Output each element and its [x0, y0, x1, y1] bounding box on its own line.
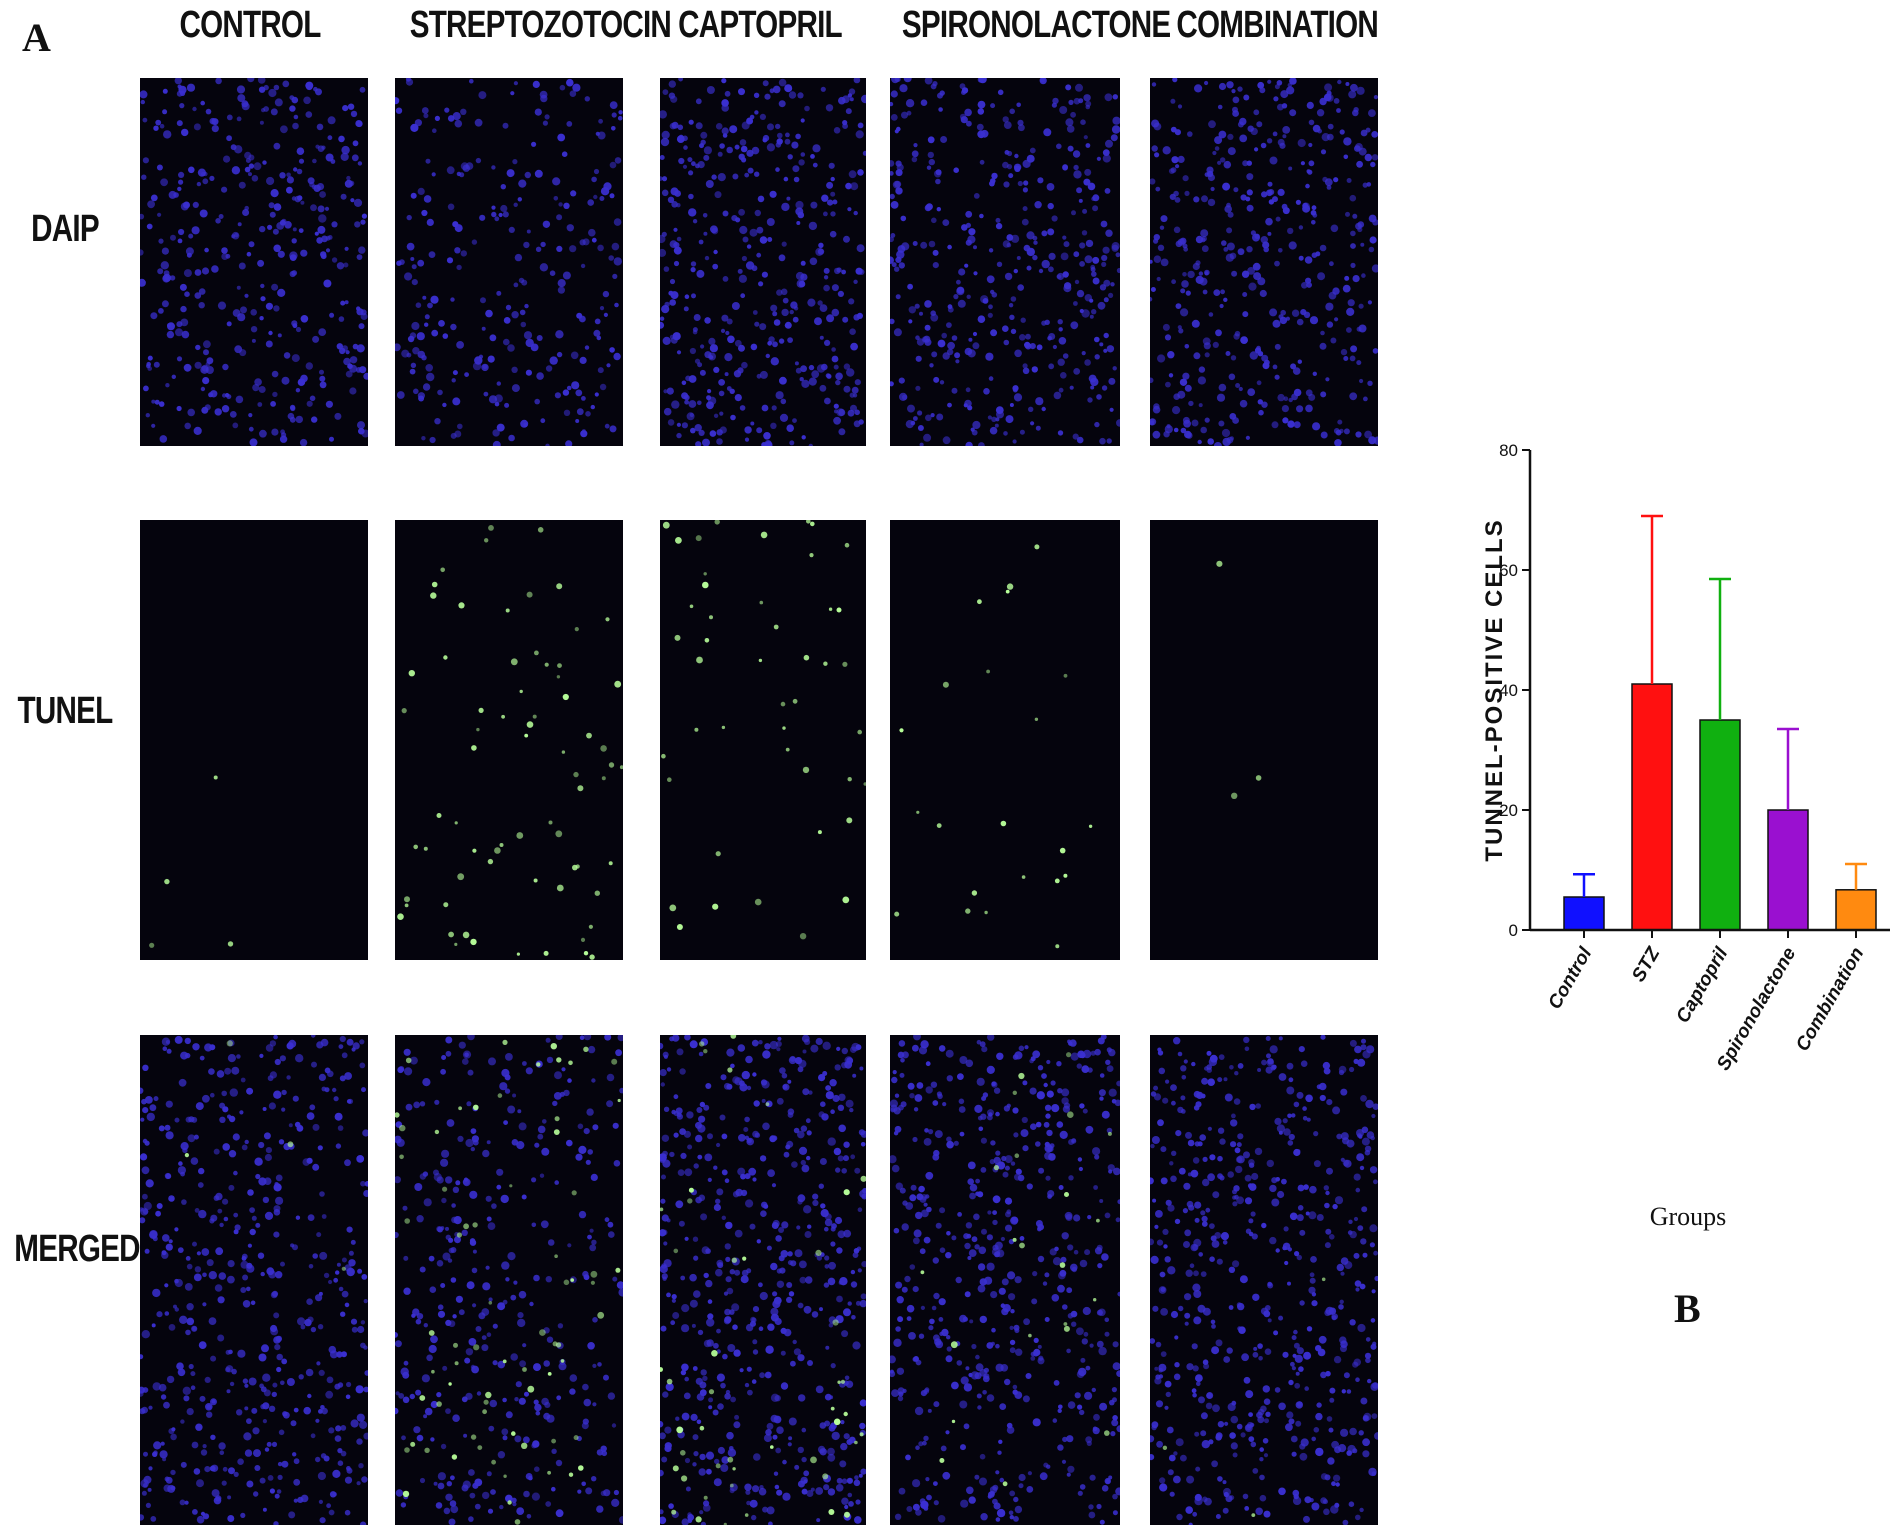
micrograph-merged-spironolactone	[890, 1035, 1120, 1525]
micrograph-merged-streptozotocin	[395, 1035, 623, 1525]
bar-stz	[1631, 683, 1673, 931]
bar-captopril	[1699, 719, 1741, 931]
bars-layer	[1563, 514, 1877, 931]
y-axis-label: TUNNEL-POSITIVE CELLS	[1481, 518, 1508, 861]
y-tick-label: 60	[1499, 561, 1518, 580]
y-tick-label: 20	[1499, 801, 1518, 820]
y-tick-label: 80	[1499, 441, 1518, 460]
micrograph-tunel-streptozotocin	[395, 520, 623, 960]
y-tick-label: 0	[1509, 921, 1518, 940]
x-tick-label-stz: STZ	[1628, 943, 1665, 986]
bar-spironolactone	[1767, 809, 1809, 931]
x-tick-label-control: Control	[1544, 943, 1596, 1013]
x-tick-label-combination: Combination	[1792, 944, 1868, 1055]
x-axis-label: Groups	[1650, 1202, 1727, 1231]
column-header-captopril: CAPTOPRIL	[678, 4, 842, 46]
row-label-merged: MERGED	[14, 1228, 140, 1270]
column-header-control: CONTROL	[179, 4, 321, 46]
panel-b-label: B	[1674, 1286, 1701, 1331]
micrograph-tunel-captopril	[660, 520, 866, 960]
column-header-combination: COMBINATION	[1176, 4, 1379, 46]
micrograph-dapi-streptozotocin	[395, 78, 623, 446]
micrograph-tunel-spironolactone	[890, 520, 1120, 960]
panel-a-label: A	[22, 15, 51, 60]
micrograph-tunel-combination	[1150, 520, 1378, 960]
micrograph-dapi-captopril	[660, 78, 866, 446]
y-tick-label: 40	[1499, 681, 1518, 700]
micrograph-dapi-combination	[1150, 78, 1378, 446]
row-label-tunel: TUNEL	[17, 690, 114, 732]
micrograph-merged-combination	[1150, 1035, 1378, 1525]
x-tick-label-captopril: Captopril	[1672, 943, 1732, 1026]
micrograph-merged-captopril	[660, 1035, 866, 1525]
micrograph-merged-control	[140, 1035, 368, 1525]
bar-combination	[1835, 889, 1877, 931]
micrograph-tunel-control	[140, 520, 368, 960]
column-header-spironolactone: SPIRONOLACTONE	[901, 4, 1171, 46]
column-header-streptozotocin: STREPTOZOTOCIN	[409, 4, 672, 46]
bar-control	[1563, 896, 1605, 931]
row-label-dapi: DAIP	[31, 208, 99, 250]
micrograph-dapi-spironolactone	[890, 78, 1120, 446]
micrograph-dapi-control	[140, 78, 368, 446]
